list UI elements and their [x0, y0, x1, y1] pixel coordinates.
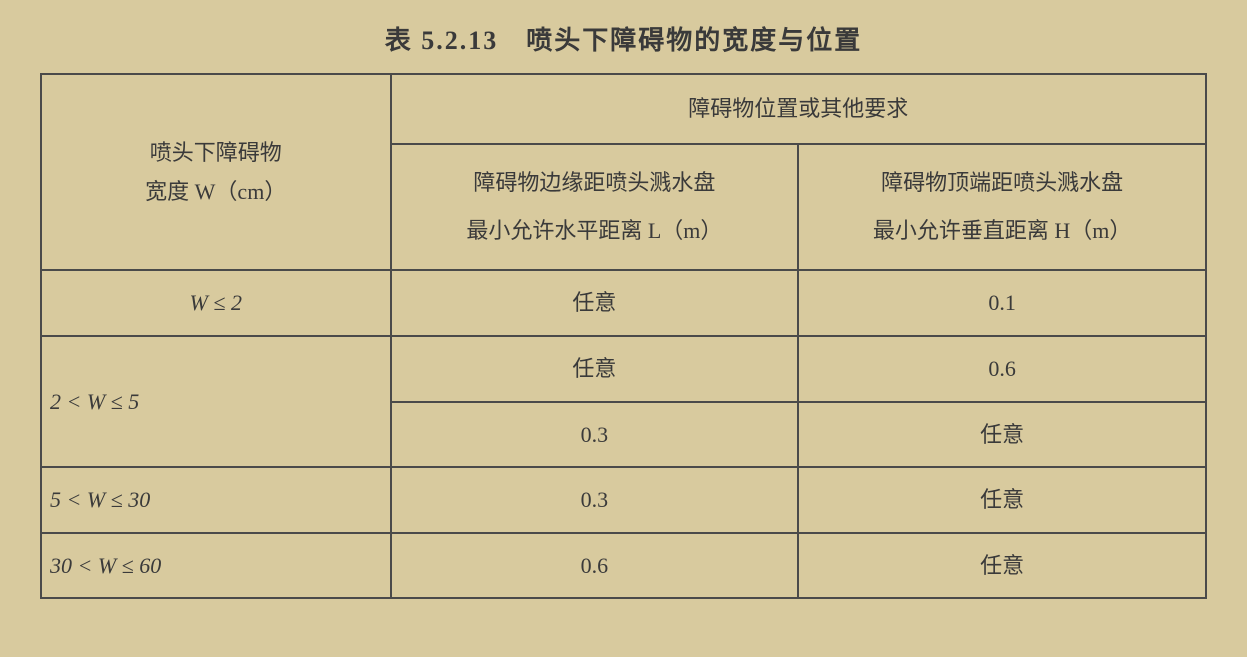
cell-H-2: 任意 [798, 402, 1206, 468]
cell-H-1: 0.6 [798, 336, 1206, 402]
header-col-H: 障碍物顶端距喷头溅水盘 最小允许垂直距离 H（m） [798, 144, 1206, 271]
cell-H-0: 0.1 [798, 270, 1206, 336]
cell-w-0: W ≤ 2 [41, 270, 391, 336]
table-row: 2 < W ≤ 5 任意 0.6 [41, 336, 1206, 402]
table-row: 5 < W ≤ 30 0.3 任意 [41, 467, 1206, 533]
header-row-1: 喷头下障碍物 宽度 W（cm） 障碍物位置或其他要求 [41, 74, 1206, 144]
cell-L-2: 0.3 [391, 402, 799, 468]
header-col-H-line2: 最小允许垂直距离 H（m） [873, 218, 1132, 243]
header-width-line2: 宽度 W（cm） [145, 179, 286, 204]
cell-L-1: 任意 [391, 336, 799, 402]
header-width-line1: 喷头下障碍物 [150, 140, 282, 165]
header-col-L-line1: 障碍物边缘距喷头溅水盘 [473, 170, 715, 195]
header-col-L-line2: 最小允许水平距离 L（m） [466, 218, 722, 243]
header-col-H-line1: 障碍物顶端距喷头溅水盘 [881, 170, 1123, 195]
table-row: W ≤ 2 任意 0.1 [41, 270, 1206, 336]
cell-H-3: 任意 [798, 467, 1206, 533]
cell-w-4: 30 < W ≤ 60 [41, 533, 391, 599]
header-group-label: 障碍物位置或其他要求 [391, 74, 1207, 144]
cell-L-4: 0.6 [391, 533, 799, 599]
header-width-label: 喷头下障碍物 宽度 W（cm） [41, 74, 391, 270]
obstacle-table: 喷头下障碍物 宽度 W（cm） 障碍物位置或其他要求 障碍物边缘距喷头溅水盘 最… [40, 73, 1207, 599]
cell-L-0: 任意 [391, 270, 799, 336]
header-col-L: 障碍物边缘距喷头溅水盘 最小允许水平距离 L（m） [391, 144, 799, 271]
cell-w-3: 5 < W ≤ 30 [41, 467, 391, 533]
cell-L-3: 0.3 [391, 467, 799, 533]
table-row: 30 < W ≤ 60 0.6 任意 [41, 533, 1206, 599]
cell-w-1: 2 < W ≤ 5 [41, 336, 391, 467]
cell-H-4: 任意 [798, 533, 1206, 599]
table-title: 表 5.2.13 喷头下障碍物的宽度与位置 [40, 20, 1207, 57]
